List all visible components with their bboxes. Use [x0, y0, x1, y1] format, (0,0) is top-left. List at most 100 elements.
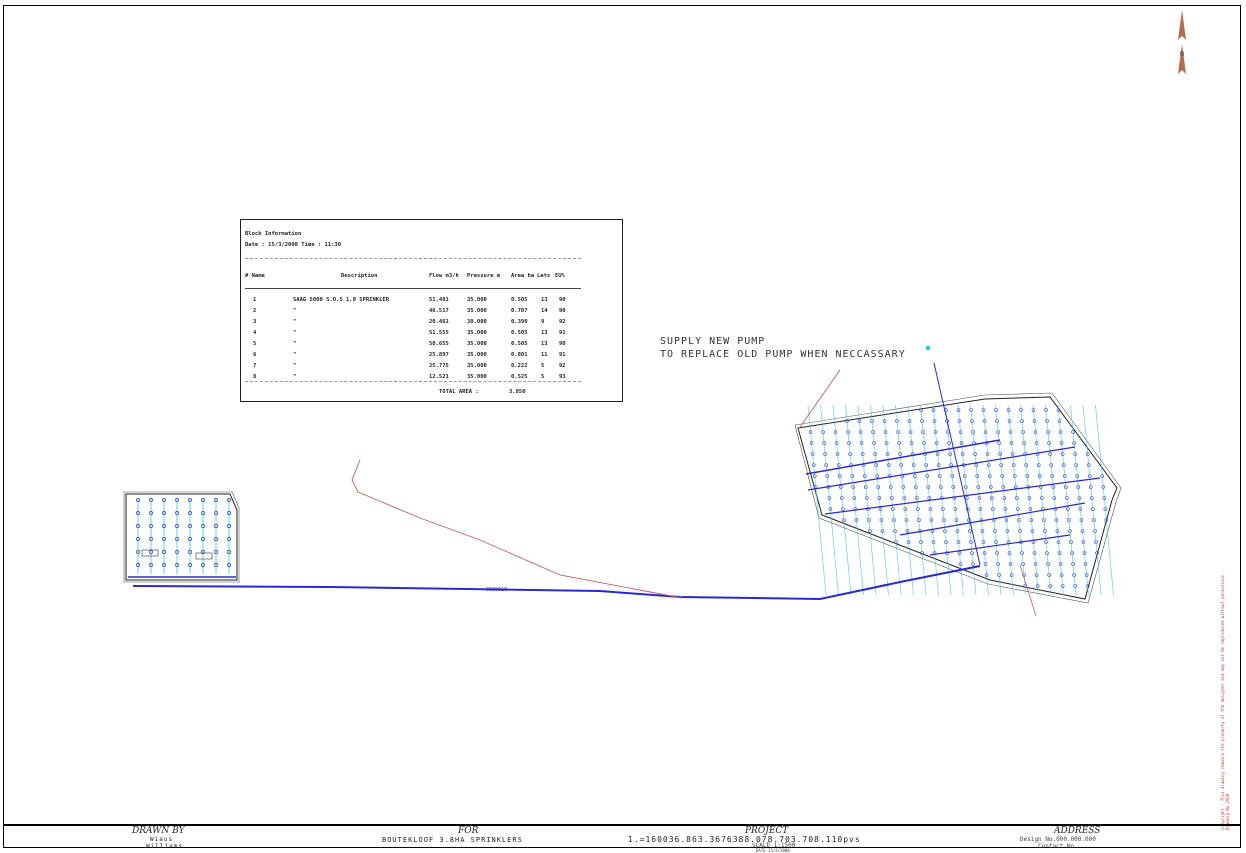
sprinkler-icon [1050, 474, 1055, 478]
sprinkler-icon [882, 419, 887, 423]
sprinkler-icon [993, 529, 997, 533]
sprinkler-icon [1007, 551, 1012, 555]
sprinkler-icon [188, 524, 192, 528]
sprinkler-icon [871, 430, 875, 434]
sprinkler-icon [962, 474, 967, 478]
sprinkler-icon [162, 498, 166, 502]
sprinkler-icon [868, 529, 872, 533]
sprinkler-icon [908, 430, 913, 434]
sprinkler-icon [1007, 419, 1012, 423]
sprinkler-icon [1084, 573, 1089, 577]
sprinkler-icon [1093, 529, 1097, 533]
sprinkler-icon [1022, 441, 1026, 445]
sprinkler-icon [937, 474, 942, 478]
sprinkler-icon [896, 430, 900, 434]
table-cell: 5 [541, 363, 545, 369]
sprinkler-icon [1088, 485, 1093, 489]
sprinkler-icon [824, 463, 828, 467]
sprinkler-icon [982, 551, 987, 555]
sprinkler-icon [1054, 518, 1059, 522]
sprinkler-icon [903, 507, 908, 511]
header-pressure: Pressure m [467, 273, 501, 279]
sprinkler-icon [1080, 529, 1085, 533]
sprinkler-icon [977, 496, 982, 500]
sprinkler-icon [1008, 562, 1013, 566]
table-cell: 0.525 [511, 374, 528, 380]
table-row: 3 " 20.461 30.000 0.390 9 92 [241, 319, 622, 328]
sprinkler-icon [895, 419, 899, 423]
table-cell: 6 [253, 352, 257, 358]
mainline-label: 0000010 [486, 587, 507, 593]
sprinkler-icon [857, 419, 862, 423]
table-cell: 0.505 [511, 330, 528, 336]
sprinkler-icon [1035, 584, 1040, 588]
sprinkler-icon [1021, 562, 1025, 566]
header-flow: Flow m3/h [429, 273, 459, 279]
sprinkler-icon [1082, 551, 1087, 555]
sprinkler-icon [1057, 551, 1062, 555]
project-value: 1.=160036.863.3676388.078.703.708.110pvs [628, 835, 861, 844]
sprinkler-icon [1068, 529, 1072, 533]
header-area: Area ha [511, 273, 535, 279]
sprinkler-icon [823, 452, 827, 456]
sprinkler-icon [162, 511, 166, 515]
sprinkler-icon [1033, 430, 1038, 434]
sprinkler-icon [1047, 441, 1051, 445]
divider [245, 288, 581, 289]
sprinkler-icon [1045, 419, 1049, 423]
sprinkler-icon [1075, 474, 1080, 478]
table-cell: 0.390 [511, 319, 528, 325]
table-cell: 0.801 [511, 352, 528, 358]
sprinkler-icon [907, 419, 912, 423]
table-cell: " [293, 374, 297, 380]
sprinkler-icon [149, 550, 153, 554]
sprinkler-icon [997, 441, 1001, 445]
total-value: 3.850 [509, 389, 526, 395]
sprinkler-icon [1067, 518, 1071, 522]
sprinkler-icon [963, 485, 968, 489]
table-cell: 13 [541, 341, 548, 347]
sprinkler-icon [955, 529, 960, 533]
sprinkler-icon [1018, 529, 1022, 533]
sprinkler-icon [851, 485, 856, 489]
sprinkler-icon [214, 563, 218, 567]
sprinkler-icon [227, 537, 231, 541]
drawn-by-surname: Williams [146, 843, 183, 850]
sprinkler-icon [1015, 496, 1019, 500]
sprinkler-icon [1060, 452, 1065, 456]
sprinkler-icon [1042, 518, 1046, 522]
sprinkler-icon [1037, 474, 1042, 478]
sprinkler-icon [991, 507, 995, 511]
north-arrow-icon: N [1178, 10, 1186, 74]
sprinkler-icon [1072, 573, 1076, 577]
sprinkler-icon [1101, 485, 1106, 489]
sprinkler-icon [876, 485, 881, 489]
sprinkler-icon [886, 463, 891, 467]
sprinkler-icon [912, 474, 917, 478]
table-cell: 12.521 [429, 374, 449, 380]
sprinkler-icon [996, 562, 1000, 566]
sprinkler-icon [1077, 496, 1082, 500]
sprinkler-icon [201, 524, 205, 528]
table-cell: 35.000 [467, 330, 487, 336]
sprinkler-icon [891, 507, 895, 511]
table-cell: " [293, 330, 297, 336]
sprinkler-icon [873, 452, 877, 456]
project-date: DATE 15/3/2008 [756, 848, 790, 853]
sprinkler-icon [1031, 408, 1036, 412]
sprinkler-icon [970, 551, 974, 555]
sprinkler-icon [827, 496, 832, 500]
sprinkler-icon [1095, 551, 1099, 555]
sprinkler-icon [1059, 573, 1064, 577]
sprinkler-icon [1006, 408, 1011, 412]
block-label [141, 549, 159, 557]
sprinkler-icon [995, 551, 999, 555]
sprinkler-icon [811, 463, 816, 467]
table-cell: " [293, 308, 297, 314]
sprinkler-icon [1073, 452, 1077, 456]
sprinkler-icon [1092, 518, 1096, 522]
sprinkler-icon [1049, 463, 1053, 467]
sprinkler-icon [984, 573, 989, 577]
sprinkler-icon [1028, 507, 1033, 511]
address-line-1: Design No.000.000.000 [1020, 836, 1096, 843]
